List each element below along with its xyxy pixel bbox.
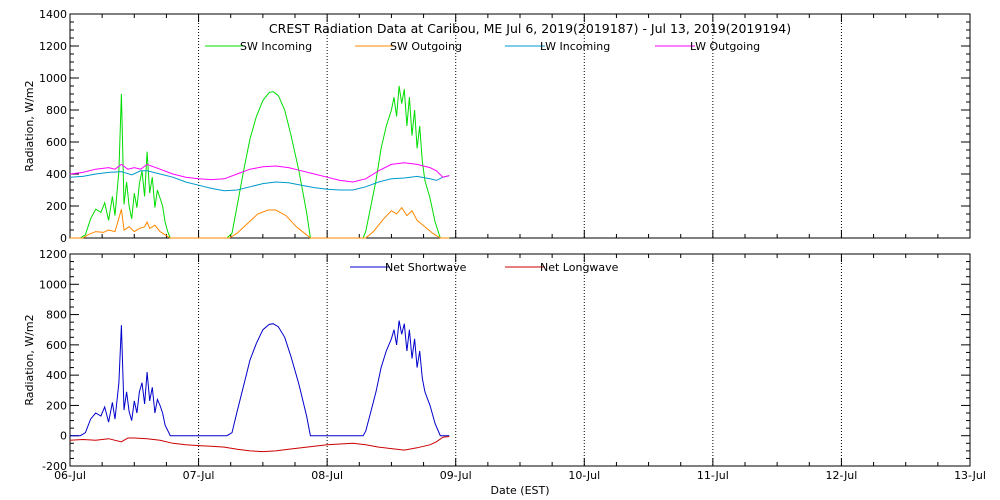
y-axis-label: Radiation, W/m2 — [23, 80, 36, 171]
x-axis-label: Date (EST) — [490, 484, 549, 497]
series-line — [70, 206, 450, 239]
y-tick-label: 200 — [46, 200, 67, 213]
y-tick-label: 400 — [46, 369, 67, 382]
y-tick-label: 0 — [60, 232, 67, 245]
series-line — [69, 436, 450, 453]
x-tick-label: 06-Jul — [54, 469, 86, 482]
x-tick-label: 08-Jul — [311, 469, 343, 482]
x-tick-label: 09-Jul — [440, 469, 472, 482]
y-tick-label: 0 — [60, 430, 67, 443]
y-tick-label: 1400 — [39, 8, 67, 21]
series-line — [70, 85, 450, 239]
x-tick-label: 10-Jul — [568, 469, 600, 482]
legend-label: LW Outgoing — [690, 40, 760, 53]
legend-label: Net Longwave — [540, 261, 619, 274]
y-tick-label: 400 — [46, 168, 67, 181]
y-axis-label: Radiation, W/m2 — [23, 314, 36, 405]
legend-label: LW Incoming — [540, 40, 610, 53]
chart-title: CREST Radiation Data at Caribou, ME Jul … — [269, 21, 791, 36]
y-tick-label: 600 — [46, 136, 67, 149]
plot-frame — [69, 253, 971, 467]
bottom-panel: -200 0 200 400 600 800 1000 1200 06-Jul 07-Jul 08-… — [23, 248, 986, 482]
legend-label: SW Incoming — [240, 40, 312, 53]
series-line — [70, 320, 450, 437]
x-tick-label: 13-Jul — [954, 469, 986, 482]
y-tick-label: 1200 — [39, 40, 67, 53]
series-line — [69, 162, 450, 183]
series-line — [69, 170, 450, 192]
y-tick-label: -200 — [42, 460, 67, 473]
y-tick-label: 800 — [46, 104, 67, 117]
y-tick-label: 600 — [46, 339, 67, 352]
x-tick-label: 07-Jul — [183, 469, 215, 482]
y-tick-label: 800 — [46, 309, 67, 322]
plot-frame — [69, 13, 971, 239]
y-tick-label: 1000 — [39, 278, 67, 291]
y-tick-label: 1200 — [39, 248, 67, 261]
y-tick-label: 200 — [46, 399, 67, 412]
y-tick-label: 1000 — [39, 72, 67, 85]
legend-label: SW Outgoing — [390, 40, 462, 53]
x-tick-label: 11-Jul — [697, 469, 729, 482]
legend-label: Net Shortwave — [385, 261, 467, 274]
top-panel: 0 200 400 600 800 1000 1200 1400 Radiation, W/m2… — [23, 8, 971, 245]
x-tick-label: 12-Jul — [825, 469, 857, 482]
